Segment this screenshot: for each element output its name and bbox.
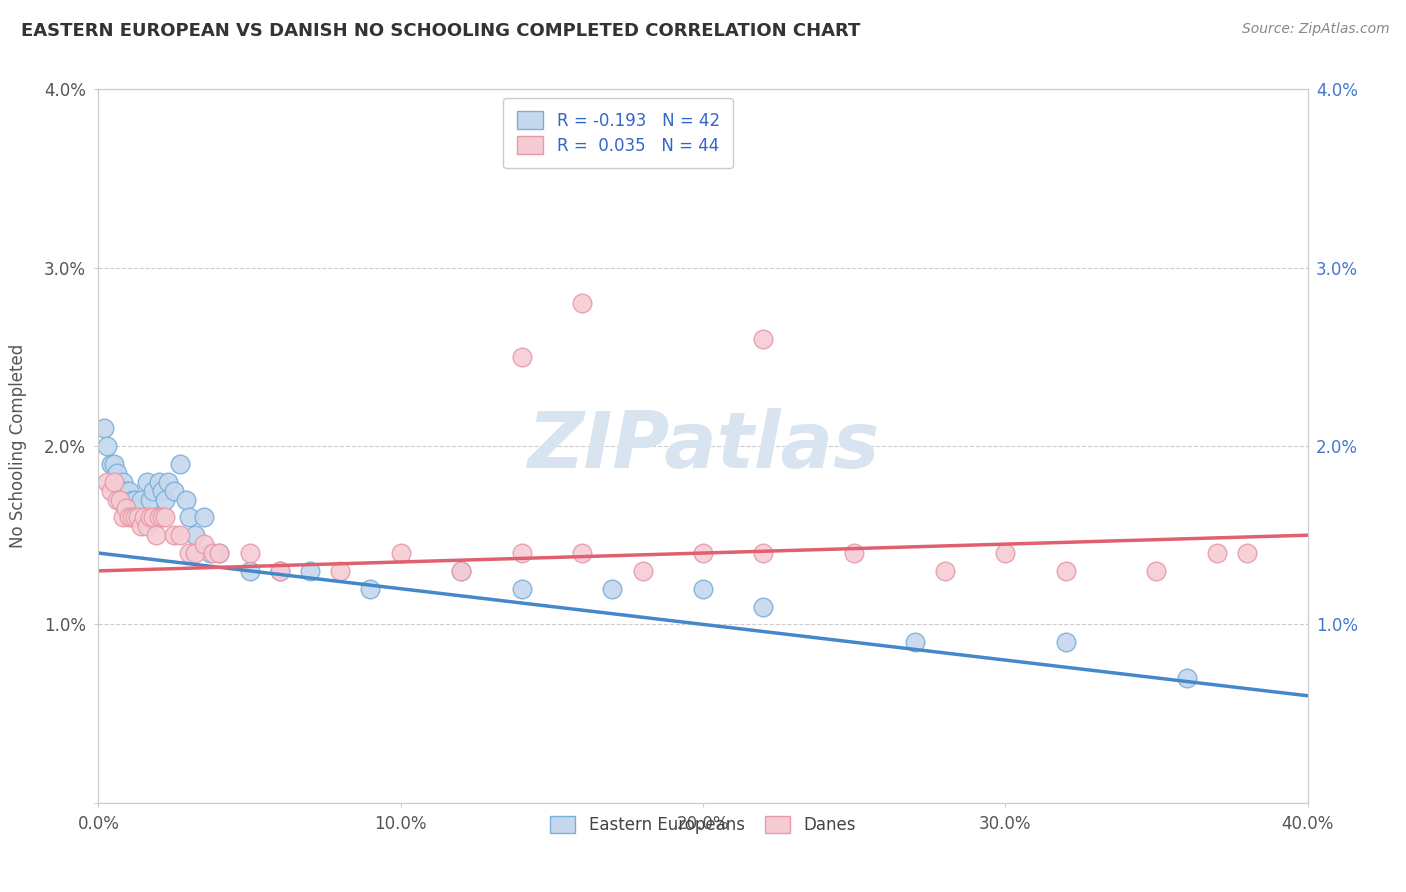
Point <box>193 537 215 551</box>
Point <box>208 546 231 560</box>
Point <box>148 475 170 489</box>
Point <box>904 635 927 649</box>
Point <box>150 483 173 498</box>
Point <box>100 457 122 471</box>
Point <box>105 466 128 480</box>
Point <box>124 510 146 524</box>
Y-axis label: No Schooling Completed: No Schooling Completed <box>10 344 27 548</box>
Point <box>692 118 714 132</box>
Point <box>169 528 191 542</box>
Point <box>510 350 533 364</box>
Point <box>142 510 165 524</box>
Point <box>93 421 115 435</box>
Point <box>108 483 131 498</box>
Point <box>202 546 225 560</box>
Point <box>153 510 176 524</box>
Point <box>1054 564 1077 578</box>
Point <box>163 483 186 498</box>
Point <box>105 492 128 507</box>
Point <box>163 528 186 542</box>
Point <box>132 510 155 524</box>
Point <box>121 510 143 524</box>
Point <box>752 332 775 346</box>
Point <box>450 564 472 578</box>
Point <box>114 483 136 498</box>
Point <box>844 546 866 560</box>
Point <box>450 564 472 578</box>
Point <box>1054 635 1077 649</box>
Point <box>200 546 222 560</box>
Point <box>239 546 262 560</box>
Point <box>692 546 714 560</box>
Point <box>329 564 352 578</box>
Point <box>129 519 152 533</box>
Text: EASTERN EUROPEAN VS DANISH NO SCHOOLING COMPLETED CORRELATION CHART: EASTERN EUROPEAN VS DANISH NO SCHOOLING … <box>21 22 860 40</box>
Point <box>156 475 179 489</box>
Point <box>510 582 533 596</box>
Point <box>269 564 291 578</box>
Point <box>129 492 152 507</box>
Point <box>934 564 956 578</box>
Point <box>1175 671 1198 685</box>
Point <box>510 546 533 560</box>
Point <box>142 483 165 498</box>
Text: ZIPatlas: ZIPatlas <box>527 408 879 484</box>
Point <box>148 510 170 524</box>
Point <box>631 564 654 578</box>
Point <box>139 510 162 524</box>
Point <box>571 296 593 310</box>
Point <box>360 582 382 596</box>
Point <box>108 492 131 507</box>
Point <box>103 475 125 489</box>
Point <box>96 475 118 489</box>
Point <box>299 564 322 578</box>
Point <box>132 510 155 524</box>
Point <box>118 510 141 524</box>
Point <box>103 457 125 471</box>
Point <box>139 492 162 507</box>
Point <box>1144 564 1167 578</box>
Point <box>118 483 141 498</box>
Point <box>127 510 149 524</box>
Text: Source: ZipAtlas.com: Source: ZipAtlas.com <box>1241 22 1389 37</box>
Point <box>179 510 201 524</box>
Point <box>150 510 173 524</box>
Point <box>100 483 122 498</box>
Point <box>1206 546 1229 560</box>
Point <box>135 475 157 489</box>
Point <box>145 528 167 542</box>
Point <box>602 582 624 596</box>
Point <box>121 492 143 507</box>
Legend: Eastern Europeans, Danes: Eastern Europeans, Danes <box>540 806 866 845</box>
Point <box>571 546 593 560</box>
Point <box>269 564 291 578</box>
Point <box>145 510 167 524</box>
Point <box>114 501 136 516</box>
Point <box>692 582 714 596</box>
Point <box>752 599 775 614</box>
Point <box>184 546 207 560</box>
Point <box>389 546 412 560</box>
Point <box>124 492 146 507</box>
Point <box>239 564 262 578</box>
Point <box>111 510 134 524</box>
Point <box>1236 546 1258 560</box>
Point <box>208 546 231 560</box>
Point <box>153 492 176 507</box>
Point <box>179 546 201 560</box>
Point <box>752 546 775 560</box>
Point <box>127 501 149 516</box>
Point <box>169 457 191 471</box>
Point <box>994 546 1017 560</box>
Point <box>193 510 215 524</box>
Point <box>135 519 157 533</box>
Point <box>174 492 197 507</box>
Point <box>111 475 134 489</box>
Point <box>184 528 207 542</box>
Point <box>96 439 118 453</box>
